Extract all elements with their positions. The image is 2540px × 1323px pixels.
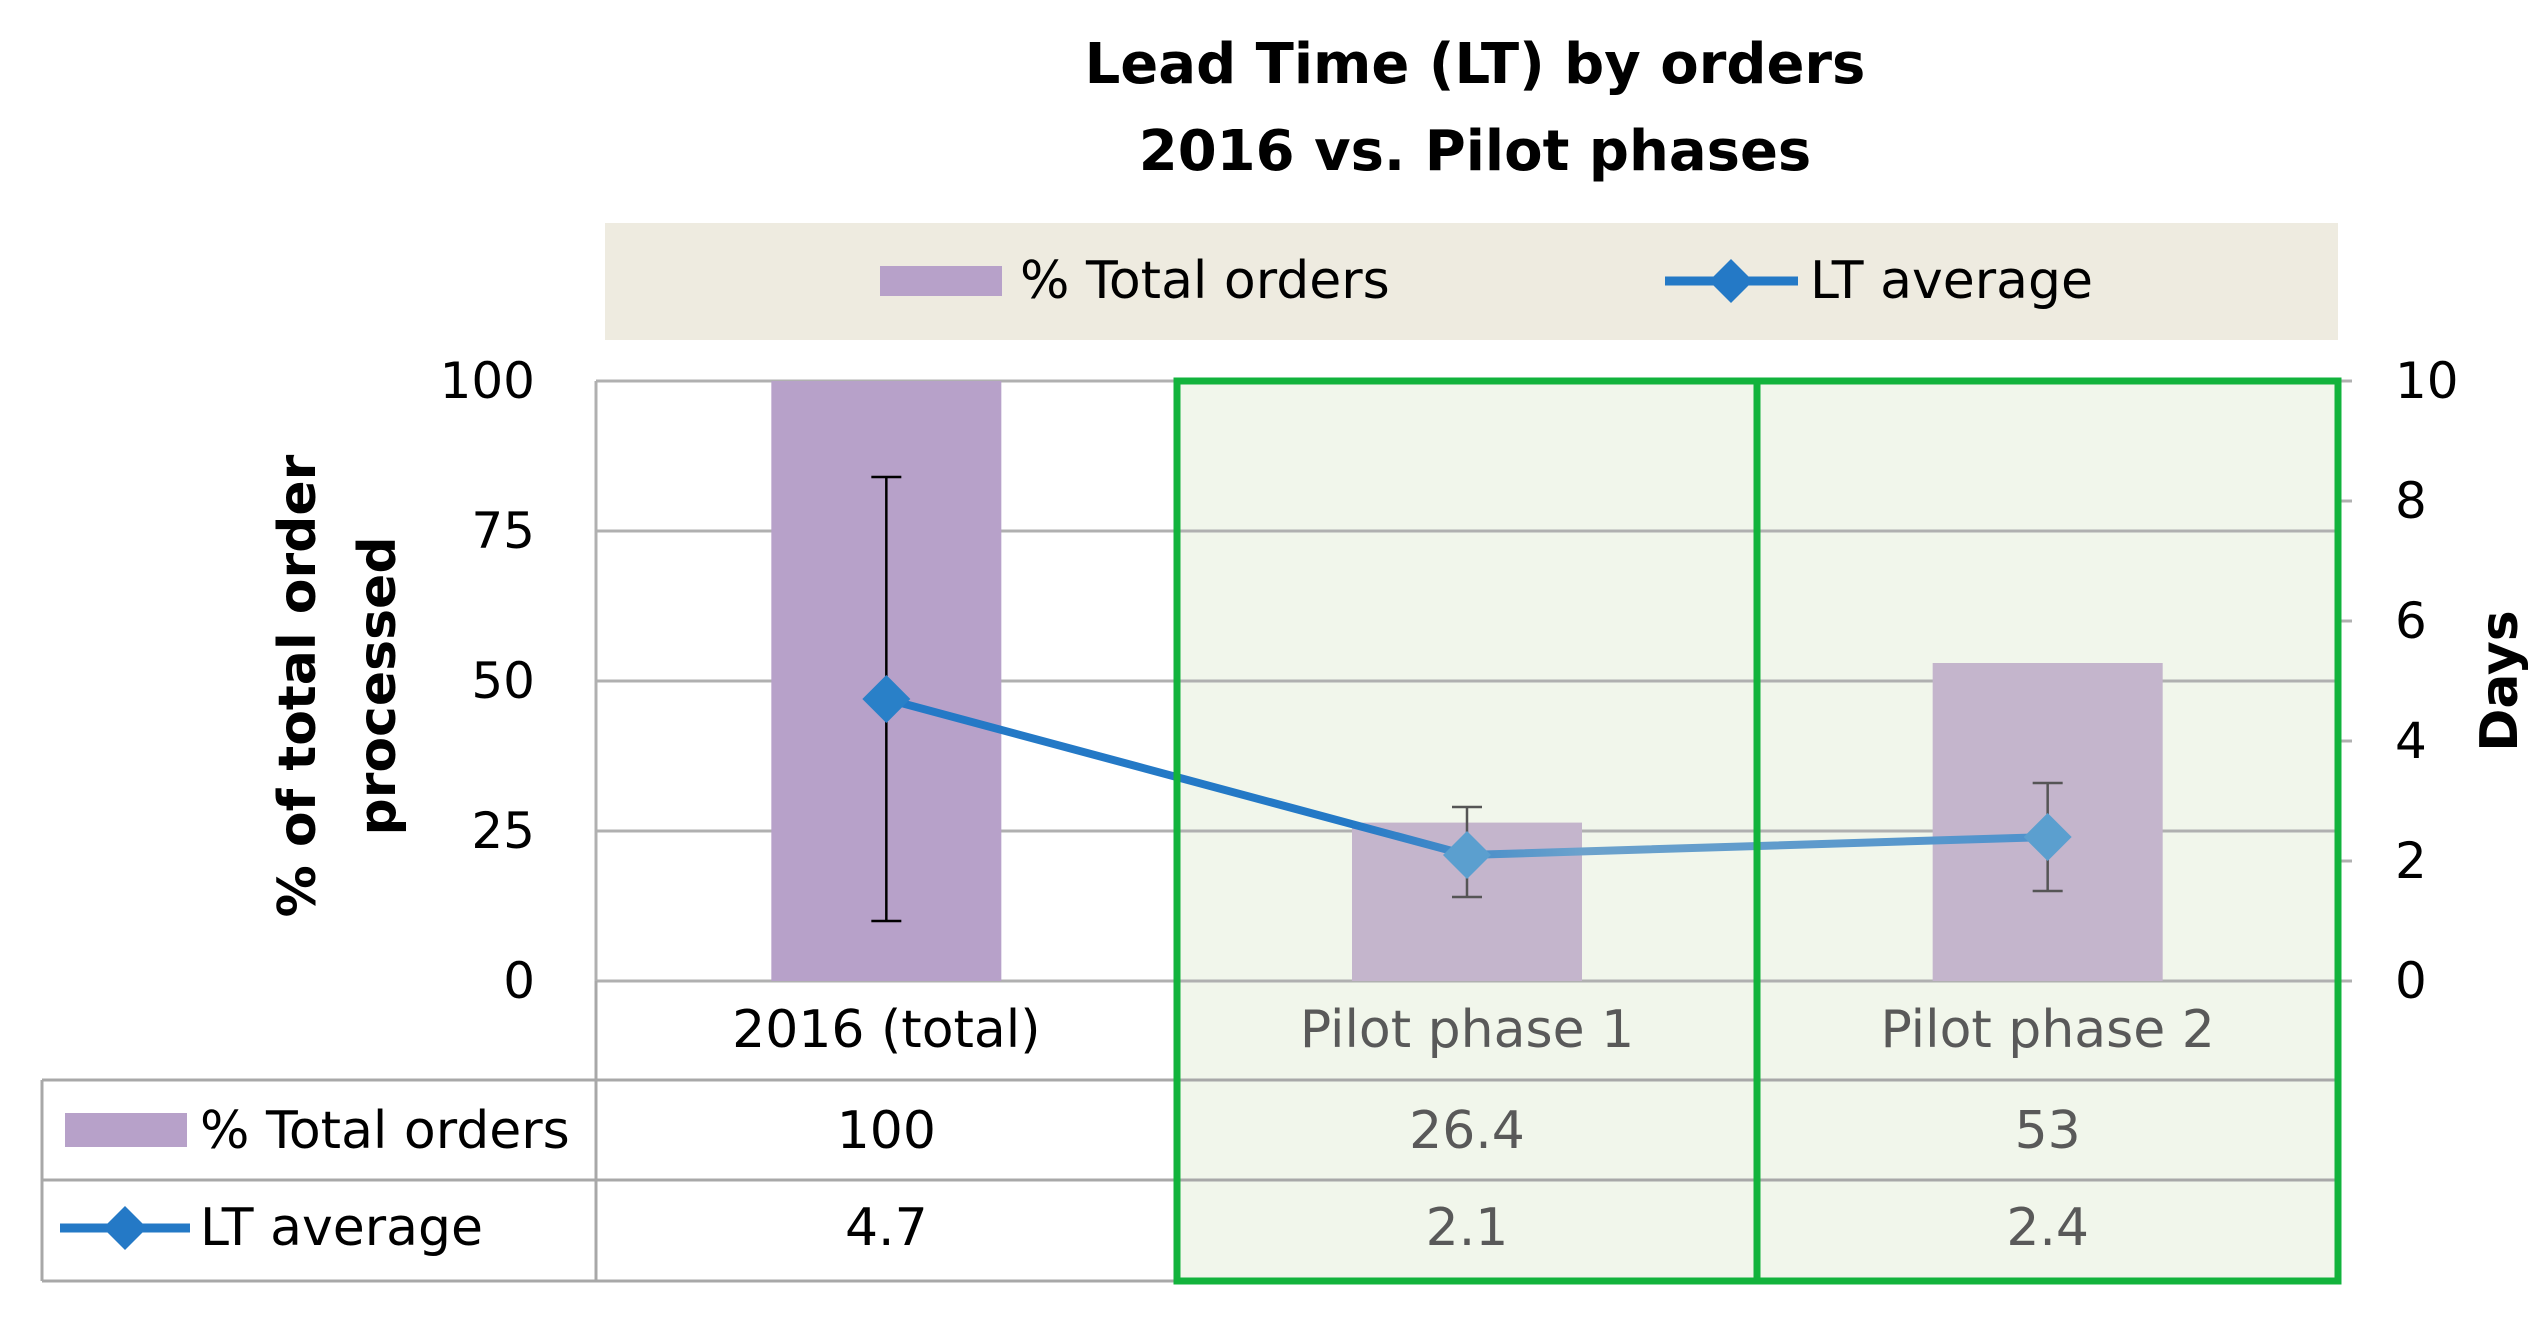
right-axis-title: Days [2470, 610, 2530, 752]
left-tick-label: 75 [471, 502, 535, 560]
legend-label-line: LT average [1810, 251, 2093, 311]
table-cell: 2.1 [1426, 1198, 1509, 1258]
category-label: 2016 (total) [732, 1000, 1040, 1060]
table-cells: 100 26.4 53 4.7 2.1 2.4 [837, 1101, 2089, 1258]
right-tick-label: 8 [2395, 472, 2427, 530]
table-cell: 26.4 [1409, 1101, 1525, 1161]
left-tick-label: 100 [440, 352, 535, 410]
category-label: Pilot phase 2 [1880, 1000, 2214, 1060]
right-tick-labels: 0 2 4 6 8 10 [2395, 352, 2459, 1010]
right-tick-label: 4 [2395, 712, 2427, 770]
table-swatch-bars [65, 1113, 187, 1147]
category-labels: 2016 (total) Pilot phase 1 Pilot phase 2 [732, 1000, 2215, 1060]
legend-diamond-icon [1709, 259, 1753, 303]
table-cell: 4.7 [845, 1198, 928, 1258]
legend-swatch-bars [880, 266, 1002, 296]
table-cell: 100 [837, 1101, 936, 1161]
lt-marker [1443, 831, 1491, 879]
left-axis-title-line-2: processed [348, 536, 408, 835]
right-tick-label: 2 [2395, 832, 2427, 890]
left-tick-label: 25 [471, 802, 535, 860]
lt-markers [862, 675, 2072, 879]
table-row-label-line: LT average [200, 1198, 483, 1258]
legend-label-bars: % Total orders [1020, 251, 1390, 311]
pilot-highlight-frame [1173, 377, 2342, 1285]
right-tick-label: 0 [2395, 952, 2427, 1010]
left-axis-title-line-1: % of total order [268, 454, 328, 917]
right-tick-label: 6 [2395, 592, 2427, 650]
table-cell: 53 [2015, 1101, 2081, 1161]
chart-title-line-2: 2016 vs. Pilot phases [1139, 119, 1812, 184]
left-tick-labels: 0 25 50 75 100 [440, 352, 535, 1010]
chart-title-line-1: Lead Time (LT) by orders [1085, 32, 1866, 97]
left-tick-label: 0 [503, 952, 535, 1010]
table-diamond-icon [103, 1206, 147, 1250]
table-cell: 2.4 [2006, 1198, 2089, 1258]
category-label: Pilot phase 1 [1300, 1000, 1634, 1060]
lt-marker [2023, 813, 2072, 861]
right-tick-label: 10 [2395, 352, 2459, 410]
lt-marker [862, 675, 911, 723]
table-row-label-bars: % Total orders [200, 1101, 570, 1161]
legend: % Total orders LT average [605, 223, 2338, 340]
left-tick-label: 50 [471, 652, 535, 710]
